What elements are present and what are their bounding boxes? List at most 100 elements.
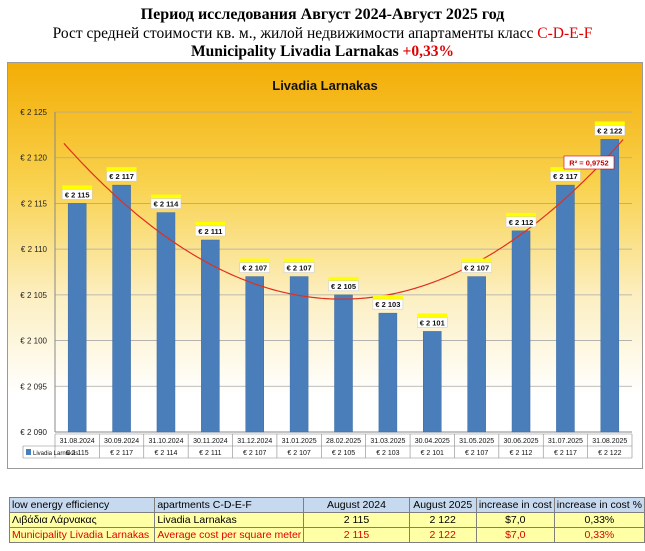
data-table-value: € 2 114 <box>155 450 178 457</box>
table-cell: $7,0 <box>475 527 555 543</box>
data-label-tag <box>62 185 93 190</box>
data-label-box <box>61 189 93 200</box>
municipality-name: Municipality Livadia Larnakas <box>191 43 403 60</box>
x-tick-label: 30.11.2024 <box>193 438 228 445</box>
table-cell: Λιβάδια Λάρνακας <box>8 512 156 528</box>
table-cell: 2 115 <box>303 527 410 543</box>
y-tick-label: € 2 095 <box>20 382 47 391</box>
bar <box>467 276 486 433</box>
data-label: € 2 114 <box>154 200 179 209</box>
data-label-tag <box>284 258 315 263</box>
data-label-box <box>150 198 182 209</box>
bar-chart: Livadia Larnakas € 2 090 € 2 095 € 2 100 € 2… <box>20 78 633 459</box>
legend-swatch <box>26 449 31 455</box>
bar <box>156 212 176 433</box>
trend-line <box>63 139 624 300</box>
y-tick-label: € 2 105 <box>20 291 47 300</box>
data-label: € 2 115 <box>65 190 90 199</box>
data-label-tag <box>461 258 492 263</box>
data-label-tag <box>594 121 625 126</box>
summary-table: low energy efficiency apartments C-D-E-F… <box>8 497 645 543</box>
bar <box>600 139 620 433</box>
data-label-tag <box>372 295 403 300</box>
table-cell: $7,0 <box>475 512 555 528</box>
data-table-value: € 2 107 <box>243 450 266 457</box>
bar <box>423 331 442 433</box>
header-cell: increase in cost % <box>553 497 645 513</box>
data-label-tag <box>328 276 359 281</box>
x-tick-label: 31.01.2025 <box>282 438 317 445</box>
page-title: Период исследования Август 2024-Август 2… <box>140 6 505 23</box>
data-label-box <box>461 262 492 273</box>
bar <box>556 184 575 433</box>
bar <box>67 203 87 433</box>
table-row: Municipality Livadia Larnakas Average co… <box>8 527 645 543</box>
growth-percent: +0,33% <box>402 43 454 60</box>
data-table-value: € 2 122 <box>598 450 621 457</box>
bar <box>201 239 220 433</box>
data-table-value: € 2 105 <box>332 450 355 457</box>
data-table-value: € 2 101 <box>421 450 444 457</box>
y-tick-label: € 2 090 <box>20 428 47 437</box>
data-table-value: € 2 115 <box>66 450 89 457</box>
data-label-tag <box>506 212 537 217</box>
summary-header-row: low energy efficiency apartments C-D-E-F… <box>8 497 645 513</box>
y-tick-label: € 2 100 <box>20 337 47 346</box>
bar <box>112 184 131 433</box>
x-tick-label: 31.05.2025 <box>459 438 494 445</box>
header-cell: August 2025 <box>408 497 477 513</box>
x-tick-label: 30.06.2025 <box>504 438 539 445</box>
data-label-box <box>328 280 359 292</box>
x-tick-label: 30.04.2025 <box>415 438 450 445</box>
data-table-header-bg <box>55 434 632 446</box>
legend-label: Livadia Larnakas <box>33 451 78 457</box>
header-cell: increase in cost <box>475 497 555 513</box>
bar <box>378 312 398 433</box>
data-label-tag <box>417 313 448 318</box>
bar <box>511 230 531 433</box>
data-label-box <box>283 262 315 273</box>
data-label-box <box>106 170 137 182</box>
data-label-tag <box>106 167 137 172</box>
bar <box>334 294 353 433</box>
data-label-box <box>239 262 270 273</box>
data-label: € 2 112 <box>509 218 534 227</box>
data-label-box <box>417 317 448 328</box>
data-label-tag <box>150 194 181 199</box>
data-label-box <box>594 125 626 136</box>
y-tick-label: € 2 125 <box>20 108 47 117</box>
table-cell: 0,33% <box>553 527 645 543</box>
data-label: € 2 107 <box>242 264 267 273</box>
data-table-value: € 2 107 <box>465 450 488 457</box>
chart-title: Livadia Larnakas <box>272 78 378 93</box>
table-cell: Livadia Larnakas <box>154 512 305 528</box>
data-label: € 2 117 <box>553 172 578 181</box>
r2-label: R² = 0,9752 <box>569 159 608 168</box>
y-tick-label: € 2 110 <box>21 245 48 254</box>
x-tick-label: 30.09.2024 <box>104 438 139 445</box>
table-cell: 0,33% <box>553 512 645 528</box>
x-tick-label: 31.12.2024 <box>237 438 272 445</box>
x-tick-label: 28.02.2025 <box>326 438 361 445</box>
header-cell: August 2024 <box>303 497 410 513</box>
chart-area: Livadia Larnakas € 2 090 € 2 095 € 2 100 € 2… <box>7 62 643 469</box>
table-row: Λιβάδια Λάρνακας Livadia Larnakas 2 115 … <box>8 512 645 528</box>
header-cell: low energy efficiency <box>8 497 156 513</box>
data-label: € 2 101 <box>420 318 445 327</box>
table-cell: 2 115 <box>303 512 410 528</box>
data-label: € 2 103 <box>375 300 400 309</box>
table-cell: Municipality Livadia Larnakas <box>8 527 156 543</box>
y-tick-label: € 2 120 <box>20 154 47 163</box>
page-subtitle: Рост средней стоимости кв. м., жилой нед… <box>0 25 645 43</box>
table-cell: 2 122 <box>408 512 477 528</box>
data-label-box <box>372 298 404 310</box>
data-table-row-bg <box>23 446 632 458</box>
data-label: € 2 111 <box>198 227 222 236</box>
data-label: € 2 117 <box>109 172 134 181</box>
data-label-box <box>550 170 581 182</box>
data-label: € 2 107 <box>464 264 489 273</box>
data-label: € 2 105 <box>331 282 356 291</box>
municipality-line: Municipality Livadia Larnakas +0,33% <box>0 43 645 61</box>
data-label: € 2 122 <box>597 126 622 135</box>
header-cell: apartments C-D-E-F <box>154 497 305 513</box>
